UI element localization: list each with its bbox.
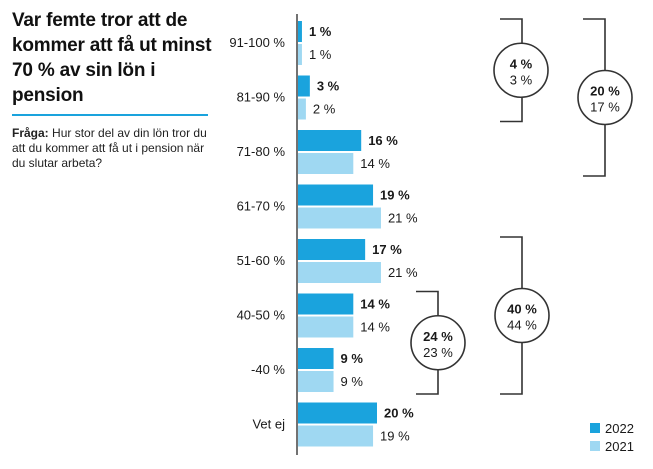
- data-label-2021: 9 %: [341, 374, 364, 389]
- legend-label-2022: 2022: [605, 421, 634, 436]
- data-label-2021: 2 %: [313, 102, 336, 117]
- legend-swatch-2022: [590, 423, 600, 433]
- category-label: 81-90 %: [237, 90, 286, 105]
- group-91-81-bracket: [500, 18, 523, 123]
- bar-2021: [298, 44, 302, 65]
- category-label: -40 %: [251, 362, 285, 377]
- data-label-2021: 19 %: [380, 429, 410, 444]
- data-label-2022: 14 %: [360, 297, 390, 312]
- data-label-2022: 20 %: [384, 406, 414, 421]
- group-91-71-sum-2021: 17 %: [590, 100, 620, 115]
- bar-2021: [298, 153, 354, 174]
- data-label-2021: 1 %: [309, 47, 332, 62]
- group-40-under-sum-2021: 23 %: [423, 345, 453, 360]
- bar-2022: [298, 402, 377, 424]
- bar-2022: [298, 293, 354, 315]
- bar-2021: [298, 316, 354, 338]
- group-91-71-sum-2022: 20 %: [590, 84, 620, 99]
- legend-swatch-2021: [590, 441, 600, 451]
- group-91-81-sum-2021: 3 %: [510, 72, 533, 87]
- group-91-81-sum-2022: 4 %: [510, 56, 533, 71]
- group-40-under-circle: [410, 314, 466, 371]
- group-91-81-circle: [493, 42, 549, 99]
- category-label: 51-60 %: [237, 253, 286, 268]
- question-text: Hur stor del av din lön tror du att du k…: [12, 126, 207, 170]
- question-text-block: Fråga: Hur stor del av din lön tror du a…: [12, 126, 217, 171]
- bar-2021: [298, 98, 306, 120]
- group-91-71-bracket: [583, 18, 606, 177]
- data-label-2022: 1 %: [309, 24, 332, 39]
- question-label: Fråga:: [12, 126, 49, 140]
- group-91-71-circle: [577, 69, 633, 126]
- data-label-2021: 21 %: [388, 265, 418, 280]
- bar-2022: [298, 75, 310, 97]
- bar-2021: [298, 425, 374, 447]
- group-51-under-circle: [494, 287, 550, 344]
- category-label: 71-80 %: [237, 144, 286, 159]
- group-51-under-bracket: [500, 236, 523, 395]
- category-label: 61-70 %: [237, 199, 286, 214]
- group-40-under-bracket: [416, 290, 439, 395]
- data-label-2021: 14 %: [360, 156, 390, 171]
- chart-title: Var femte tror att de kommer att få ut m…: [12, 10, 212, 106]
- data-label-2022: 9 %: [341, 351, 364, 366]
- bar-2021: [298, 371, 334, 392]
- bar-2022: [298, 21, 302, 42]
- bar-2021: [298, 207, 381, 229]
- group-51-under-sum-2022: 40 %: [507, 302, 537, 317]
- data-label-2021: 14 %: [360, 320, 390, 335]
- category-label: 40-50 %: [237, 308, 286, 323]
- bar-2021: [298, 262, 381, 283]
- group-51-under-sum-2021: 44 %: [507, 318, 537, 333]
- data-label-2022: 19 %: [380, 188, 410, 203]
- group-40-under-sum-2022: 24 %: [423, 329, 453, 344]
- title-underline: [12, 114, 208, 116]
- bar-2022: [298, 239, 366, 260]
- category-label: 91-100 %: [229, 35, 285, 50]
- data-label-2022: 17 %: [372, 242, 402, 257]
- data-label-2021: 21 %: [388, 211, 418, 226]
- category-label: Vet ej: [252, 417, 285, 432]
- bar-2022: [298, 348, 334, 369]
- bar-2022: [298, 184, 374, 206]
- data-label-2022: 16 %: [368, 133, 398, 148]
- bar-2022: [298, 130, 362, 151]
- legend-label-2021: 2021: [605, 439, 634, 454]
- data-label-2022: 3 %: [317, 79, 340, 94]
